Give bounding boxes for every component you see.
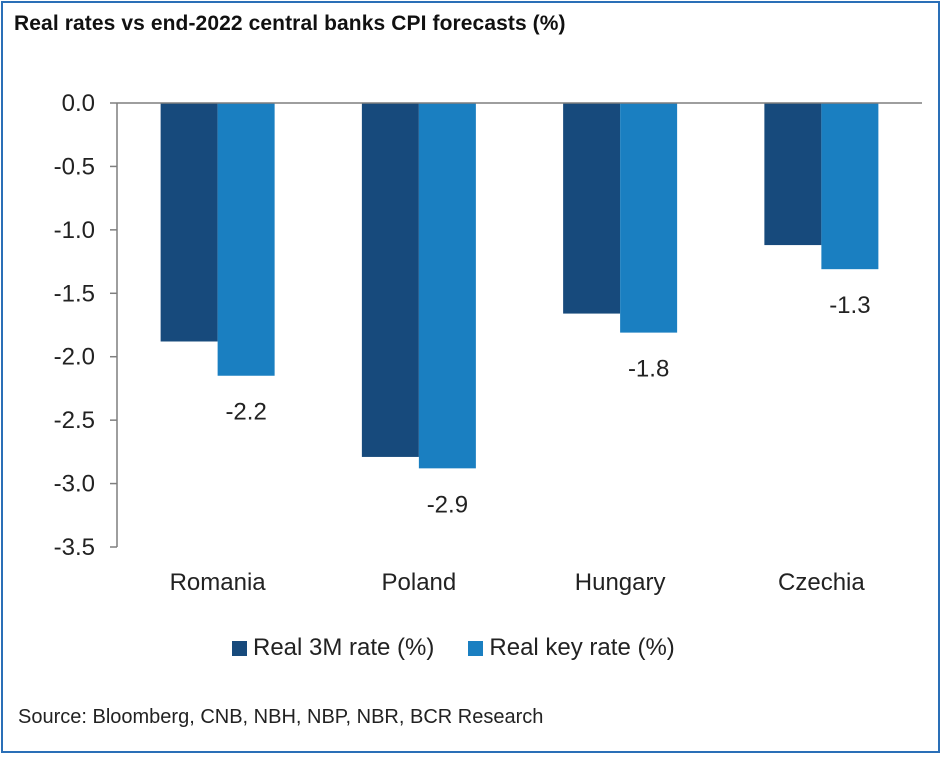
legend-item-real-key: Real key rate (%) [468,634,675,662]
data-labels: -2.2 -2.9 -1.8 -1.3 [225,292,870,518]
x-tick-label: Romania [170,569,267,596]
source-note: Source: Bloomberg, CNB, NBH, NBP, NBR, B… [18,706,544,728]
y-tick-label: -2.5 [54,407,95,434]
bar-real-3m-romania [160,103,218,342]
y-axis: 0.0 -0.5 -1.0 -1.5 -2.0 -2.5 -3.0 -3.5 [54,90,118,561]
y-tick-label: -1.5 [54,280,95,307]
legend-swatch-real-key [468,640,484,656]
y-tick-label: -2.0 [54,344,95,371]
bar-chart: 0.0 -0.5 -1.0 -1.5 -2.0 -2.5 -3.0 -3.5 -2.2 -2.9… [54,90,922,596]
bar-real-key-hungary [620,103,678,333]
y-tick-label: -1.0 [54,217,95,244]
bars [160,103,879,469]
bar-real-key-poland [418,103,476,469]
x-axis: Romania Poland Hungary Czechia [117,102,922,596]
data-label: -1.3 [829,292,870,319]
legend-label-real-key: Real key rate (%) [489,634,675,661]
chart-title: Real rates vs end-2022 central banks CPI… [14,12,566,35]
y-tick-label: 0.0 [62,90,95,117]
data-label: -2.2 [225,399,266,426]
y-tick-label: -3.0 [54,471,95,498]
bar-real-3m-czechia [764,103,822,246]
data-label: -1.8 [628,356,669,383]
x-tick-label: Poland [382,569,457,596]
y-tick-label: -0.5 [54,153,95,180]
legend: Real 3M rate (%) Real key rate (%) [232,634,709,662]
bar-real-key-czechia [821,103,879,270]
bar-real-3m-hungary [563,103,621,314]
x-tick-label: Czechia [778,569,865,596]
legend-swatch-real-3m [232,640,247,656]
legend-label-real-3m: Real 3M rate (%) [253,634,435,661]
x-tick-label: Hungary [575,569,666,596]
bar-real-key-romania [217,103,275,376]
data-label: -2.9 [427,491,468,518]
bar-real-3m-poland [361,103,419,457]
legend-item-real-3m: Real 3M rate (%) [232,634,434,662]
y-tick-label: -3.5 [54,534,95,561]
